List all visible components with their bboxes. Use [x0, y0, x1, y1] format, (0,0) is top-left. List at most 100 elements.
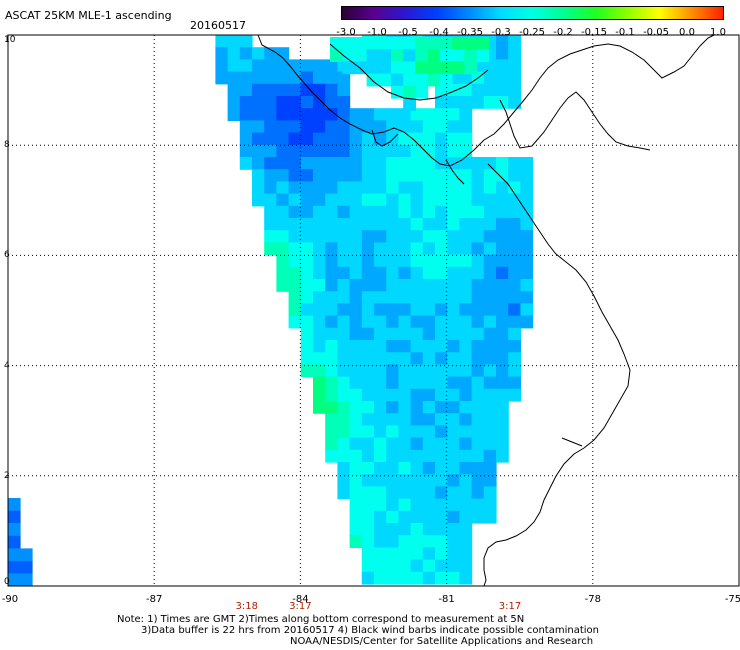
swath-cell [427, 49, 441, 62]
swath-cell [386, 352, 399, 365]
swath-cell [313, 242, 326, 256]
swath-cell [386, 462, 399, 475]
swath-cell [398, 535, 412, 548]
swath-cell [403, 85, 416, 99]
swath-cell [398, 364, 412, 378]
swath-cell [264, 181, 277, 195]
swath-cell [471, 376, 485, 390]
swath-cell [325, 401, 338, 414]
latitude-label: 10 [4, 35, 16, 45]
swath-cell [435, 279, 448, 292]
swath-cell [422, 510, 436, 524]
swath-cell [422, 132, 436, 146]
swath-cell [300, 169, 314, 182]
latitude-label: 8 [4, 140, 10, 151]
swath-cell [349, 425, 363, 439]
swath-cell [520, 315, 534, 329]
swath-cell [496, 364, 509, 378]
swath-cell [398, 291, 412, 304]
swath-cell [325, 157, 338, 170]
swath-cell [374, 218, 387, 231]
swath-cell [496, 59, 509, 73]
swath-cell [349, 181, 363, 195]
swath-cell [374, 437, 387, 451]
swath-cell [361, 498, 375, 512]
swath-cell [313, 205, 326, 219]
swath-cell [415, 85, 429, 99]
swath-cell [361, 559, 375, 573]
swath-cell [415, 73, 429, 87]
swath-cell [459, 315, 473, 329]
swath-cell [337, 157, 351, 170]
swath-cell [459, 157, 473, 170]
swath-cell [252, 193, 265, 207]
swath-cell [471, 169, 485, 182]
swath-cell [410, 254, 424, 268]
swath-cell [483, 315, 497, 329]
swath-cell [378, 49, 392, 62]
swath-cell [471, 157, 485, 170]
swath-cell [447, 388, 460, 402]
swath-cell [374, 510, 387, 524]
swath-cell [403, 37, 416, 50]
swath-cell [398, 498, 412, 512]
swath-cell [374, 230, 387, 243]
swath-cell [386, 242, 399, 256]
swath-cell [386, 193, 399, 207]
swath-cell [483, 169, 497, 182]
swath-cell [361, 571, 375, 585]
swath-cell [459, 535, 473, 548]
swath-cell [471, 510, 485, 524]
swath-cell [361, 425, 375, 439]
swath-cell [496, 71, 509, 85]
swath-cell [386, 523, 399, 536]
swath-cell [337, 474, 351, 487]
swath-cell [239, 71, 253, 85]
swath-cell [374, 327, 387, 341]
swath-cell [386, 340, 399, 353]
swath-cell [349, 340, 363, 353]
swath-cell [361, 376, 375, 390]
swath-cell [349, 315, 363, 329]
swath-cell [313, 364, 326, 378]
swath-cell [386, 376, 399, 390]
product-date: 20160517 [190, 19, 246, 32]
swath-cell [300, 120, 314, 134]
swath-cell [508, 218, 521, 231]
swath-cell [471, 205, 485, 219]
swath-cell [227, 83, 241, 97]
swath-cell [410, 108, 424, 121]
swath-cell [508, 96, 521, 109]
swath-cell [276, 205, 290, 219]
swath-cell [398, 486, 412, 500]
swath-cell [435, 327, 448, 341]
swath-cell [374, 303, 387, 317]
swath-cell [391, 73, 404, 87]
swath-cell [386, 230, 399, 243]
swath-cell [422, 425, 436, 439]
swath-cell [483, 254, 497, 268]
swath-cell [410, 157, 424, 170]
swath-cell [410, 291, 424, 304]
swath-cell [459, 327, 473, 341]
swath-cell [288, 169, 302, 182]
swath-cell [313, 218, 326, 231]
swath-cell [435, 571, 448, 585]
swath-cell [398, 462, 412, 475]
swath-cell [508, 242, 521, 256]
swath-cell [459, 291, 473, 304]
swath-cell [459, 218, 473, 231]
swath-cell [325, 291, 338, 304]
swath-cell [398, 474, 412, 487]
swath-cell [435, 157, 448, 170]
swath-cell [325, 279, 338, 292]
swath-cell [410, 571, 424, 585]
swath-cell [398, 340, 412, 353]
latitude-label: 2 [4, 470, 10, 481]
swath-cell [386, 254, 399, 268]
swath-cell [361, 169, 375, 182]
swath-cell [300, 71, 314, 85]
swath-cell [422, 559, 436, 573]
swath-cell [386, 547, 399, 561]
swath-cell [496, 340, 509, 353]
